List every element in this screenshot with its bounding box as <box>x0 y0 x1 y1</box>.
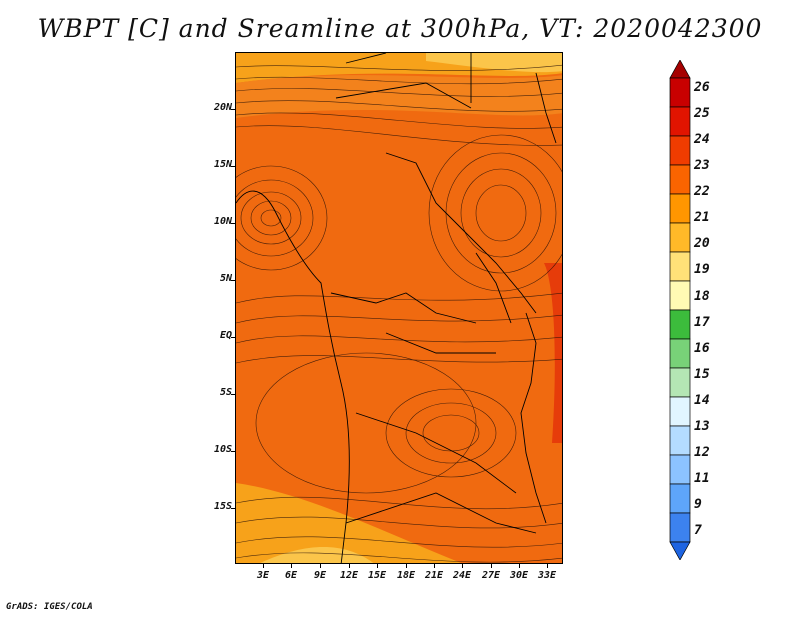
colorbar-swatch <box>669 164 691 195</box>
lon-tick <box>291 564 292 568</box>
lon-tick <box>491 564 492 568</box>
map-drawing <box>236 53 562 563</box>
lon-label: 24E <box>452 570 472 581</box>
lon-tick <box>519 564 520 568</box>
lat-label: 20N <box>213 102 232 113</box>
lat-tick <box>231 337 235 338</box>
colorbar-label: 20 <box>694 236 710 251</box>
lat-label: 15S <box>213 501 232 512</box>
field-ne-light <box>426 53 562 73</box>
lat-tick <box>231 508 235 509</box>
colorbar-label: 23 <box>694 158 710 173</box>
colorbar-label: 18 <box>694 289 710 304</box>
country-borders <box>236 53 557 563</box>
colorbar-swatch <box>669 425 691 456</box>
lon-label: 21E <box>424 570 444 581</box>
field-east-red <box>544 263 562 443</box>
lon-label: 15E <box>367 570 387 581</box>
colorbar-swatch <box>669 367 691 398</box>
lon-label: 3E <box>256 570 270 581</box>
lon-tick <box>547 564 548 568</box>
lat-label: 5N <box>219 273 232 284</box>
lon-label: 9E <box>313 570 327 581</box>
lon-label: 18E <box>396 570 416 581</box>
colorbar-label: 26 <box>694 80 710 95</box>
colorbar-swatch <box>669 396 691 427</box>
colorbar-label: 22 <box>694 184 710 199</box>
colorbar-label: 25 <box>694 106 710 121</box>
colorbar-swatch <box>669 135 691 166</box>
lat-tick <box>231 109 235 110</box>
streamlines <box>236 64 562 563</box>
lon-label: 33E <box>537 570 557 581</box>
lat-label: EQ <box>219 330 232 341</box>
colorbar-swatch <box>669 541 691 560</box>
colorbar-label: 16 <box>694 341 710 356</box>
colorbar-label: 15 <box>694 367 710 382</box>
lon-tick <box>377 564 378 568</box>
colorbar-swatch <box>669 222 691 253</box>
lon-tick <box>434 564 435 568</box>
lon-label: 27E <box>481 570 501 581</box>
lat-tick <box>231 223 235 224</box>
colorbar-swatch <box>669 193 691 224</box>
colorbar-label: 7 <box>694 523 702 538</box>
lat-tick <box>231 280 235 281</box>
colorbar-label: 11 <box>694 471 710 486</box>
plot-title: WBPT [C] and Sreamline at 300hPa, VT: 20… <box>37 14 763 43</box>
colorbar-label: 21 <box>694 210 710 225</box>
colorbar-swatch <box>669 338 691 369</box>
colorbar-label: 9 <box>694 497 702 512</box>
colorbar <box>669 60 691 560</box>
lat-tick <box>231 166 235 167</box>
colorbar-label: 12 <box>694 445 710 460</box>
colorbar-swatch <box>669 251 691 282</box>
colorbar-label: 17 <box>694 315 710 330</box>
lon-tick <box>406 564 407 568</box>
colorbar-label: 14 <box>694 393 710 408</box>
colorbar-swatch <box>669 309 691 340</box>
credit-text: GrADS: IGES/COLA <box>6 602 93 612</box>
lat-tick <box>231 451 235 452</box>
lat-label: 10N <box>213 216 232 227</box>
colorbar-swatch <box>669 77 691 108</box>
lon-tick <box>263 564 264 568</box>
colorbar-swatch <box>669 60 691 79</box>
colorbar-swatch <box>669 483 691 514</box>
lat-label: 15N <box>213 159 232 170</box>
lon-label: 30E <box>509 570 529 581</box>
lon-tick <box>462 564 463 568</box>
field-north-band <box>236 75 562 118</box>
lon-label: 12E <box>339 570 359 581</box>
field-south-light <box>260 547 374 563</box>
lon-tick <box>349 564 350 568</box>
lat-label: 5S <box>219 387 232 398</box>
lon-label: 6E <box>284 570 298 581</box>
colorbar-swatch <box>669 512 691 543</box>
lon-tick <box>320 564 321 568</box>
colorbar-swatch <box>669 106 691 137</box>
colorbar-label: 19 <box>694 262 710 277</box>
colorbar-swatch <box>669 454 691 485</box>
colorbar-swatch <box>669 280 691 311</box>
lat-tick <box>231 394 235 395</box>
colorbar-label: 13 <box>694 419 710 434</box>
lat-label: 10S <box>213 444 232 455</box>
colorbar-label: 24 <box>694 132 710 147</box>
map-panel <box>235 52 563 564</box>
